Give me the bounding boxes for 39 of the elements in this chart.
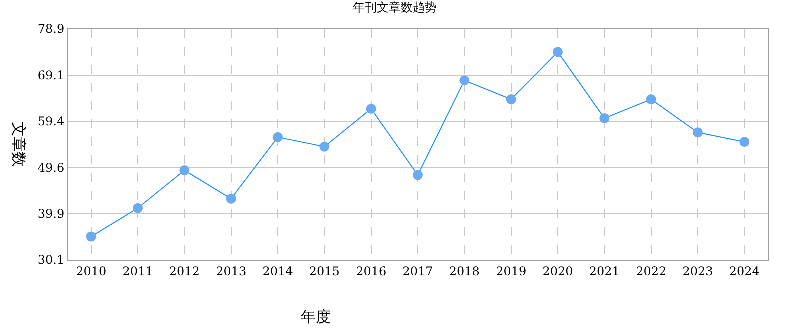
x-tick-label: 2016	[356, 264, 387, 278]
point	[646, 94, 656, 105]
y-tick-label: 59.4	[38, 114, 65, 129]
x-tick-label: 2020	[542, 264, 574, 278]
y-axis-title: 文章数	[10, 122, 28, 167]
point	[226, 194, 236, 204]
point	[600, 113, 610, 124]
chart-title: 年刊文章数趋势	[353, 0, 437, 15]
y-tick-label: 78.9	[38, 22, 65, 36]
x-tick-label: 2022	[636, 264, 667, 278]
y-tick-label: 39.9	[38, 206, 65, 221]
point	[320, 142, 330, 152]
x-tick-label: 2014	[262, 264, 294, 278]
point	[86, 232, 96, 242]
point	[413, 170, 423, 180]
point	[693, 128, 703, 138]
point	[740, 137, 750, 148]
y-tick-label: 49.6	[38, 160, 65, 175]
x-tick-label: 2023	[682, 264, 714, 278]
y-tick-label: 69.1	[38, 68, 65, 83]
x-tick-label: 2010	[76, 264, 107, 278]
point	[180, 166, 190, 176]
point	[506, 94, 516, 105]
point	[366, 104, 376, 114]
point	[273, 132, 283, 142]
x-tick-label: 2024	[729, 264, 760, 278]
x-tick-label: 2017	[402, 264, 434, 278]
x-tick-label: 2011	[122, 264, 154, 278]
x-tick-label: 2018	[449, 264, 480, 278]
x-tick-label: 2012	[169, 264, 200, 278]
x-tick-label: 2021	[589, 264, 620, 278]
y-tick-label: 30.1	[38, 253, 65, 268]
point	[553, 47, 563, 58]
x-tick-label: 2019	[496, 264, 527, 278]
x-tick-label: 2015	[309, 264, 340, 278]
point	[133, 203, 143, 214]
x-tick-label: 2013	[216, 264, 247, 278]
x-axis-title: 年度	[301, 308, 331, 326]
point	[460, 76, 470, 86]
